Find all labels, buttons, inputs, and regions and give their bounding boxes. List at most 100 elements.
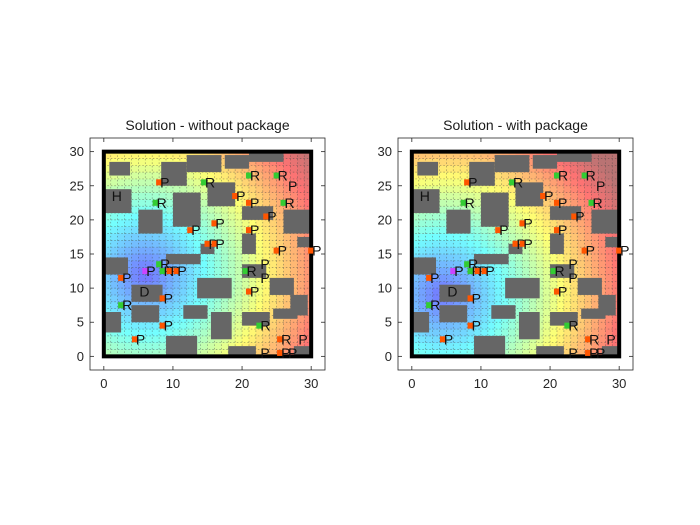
heat-cell (193, 267, 201, 275)
heat-cell (584, 158, 592, 166)
heat-cell (418, 233, 427, 241)
heat-cell (228, 294, 236, 303)
heat-cell (255, 192, 264, 200)
heat-cell (487, 185, 496, 193)
heat-cell (418, 335, 427, 344)
wall-block (469, 161, 495, 186)
heat-cell (591, 247, 599, 255)
heat-cell (269, 178, 278, 187)
heat-cell (207, 172, 215, 180)
heat-cell (487, 247, 496, 255)
map-label: P (523, 236, 532, 252)
heat-cell (577, 329, 586, 337)
heat-cell (138, 349, 146, 357)
heat-cell (276, 301, 284, 309)
heat-cell (501, 247, 509, 255)
heat-cell (242, 192, 250, 200)
map-label: P (215, 236, 224, 252)
heat-cell (131, 260, 139, 269)
heat-cell (501, 185, 509, 193)
heat-cell (290, 288, 298, 296)
heat-cell (432, 288, 440, 296)
heat-cell (242, 329, 250, 337)
map-label: R (430, 297, 440, 313)
heat-cell (110, 226, 119, 234)
heat-cell (297, 322, 305, 330)
heat-cell (283, 178, 291, 187)
heat-cell (166, 301, 174, 309)
heat-cell (474, 233, 482, 241)
heat-cell (432, 267, 440, 275)
heat-cell (248, 294, 257, 303)
heat-cell (480, 308, 489, 316)
heat-cell (145, 158, 153, 166)
heat-cell (131, 233, 139, 241)
heat-cell (304, 335, 312, 344)
heat-cell (584, 185, 592, 193)
heat-cell (439, 178, 447, 187)
heat-cell (577, 192, 586, 200)
heat-cell (262, 199, 271, 207)
heat-cell (494, 240, 503, 248)
heat-cell (591, 267, 599, 275)
heat-cell (304, 281, 312, 289)
heat-cell (487, 260, 496, 269)
robot-marker (280, 199, 287, 206)
heat-cell (474, 185, 482, 193)
heat-cell (584, 199, 592, 207)
heat-cell (152, 158, 160, 166)
heat-cell (591, 185, 599, 193)
map-label: P (260, 345, 269, 361)
heat-cell (577, 301, 586, 309)
heat-cell (262, 158, 271, 166)
map-label: P (136, 331, 145, 347)
heat-cell (529, 206, 537, 214)
heat-cell (207, 206, 215, 214)
heat-cell (522, 294, 530, 303)
heat-cell (248, 199, 257, 207)
heat-cell (304, 192, 312, 200)
heat-cell (103, 178, 112, 187)
heat-cell (228, 315, 236, 323)
heat-cell (494, 247, 503, 255)
wall-block (601, 346, 620, 357)
heat-cell (446, 240, 454, 248)
map-label: P (260, 256, 269, 272)
heat-cell (124, 219, 132, 228)
heat-cell (110, 335, 119, 344)
heat-cell (522, 335, 530, 344)
heat-cell (186, 267, 195, 275)
heat-cell (138, 172, 146, 180)
heat-cell (179, 288, 188, 296)
map-label: P (250, 284, 259, 300)
heat-cell (276, 185, 284, 193)
heat-cell (577, 315, 586, 323)
heat-cell (563, 254, 572, 262)
heat-cell (563, 240, 572, 248)
heat-cell (242, 274, 250, 282)
map-label: P (499, 222, 508, 238)
pickup-marker (263, 213, 270, 220)
heat-cell (577, 294, 586, 303)
heat-cell (248, 274, 257, 282)
heat-cell (467, 315, 475, 323)
wall-block (550, 233, 564, 254)
heat-cell (255, 219, 264, 228)
heat-cell (432, 315, 440, 323)
heat-cell (269, 206, 278, 214)
y-tick-label: 0 (385, 349, 392, 364)
heat-cell (124, 226, 132, 234)
wall-block (166, 254, 201, 265)
heat-cell (138, 178, 146, 187)
heat-cell (570, 260, 579, 269)
heat-cell (110, 178, 119, 187)
heat-cell (584, 247, 592, 255)
y-tick-label: 20 (70, 212, 84, 227)
map-label: P (558, 222, 567, 238)
heat-cell (508, 185, 516, 193)
heat-cell (515, 254, 523, 262)
heat-cell (584, 342, 592, 350)
heat-cell (425, 342, 433, 350)
heat-cell (283, 254, 291, 262)
heat-cell (536, 213, 544, 221)
